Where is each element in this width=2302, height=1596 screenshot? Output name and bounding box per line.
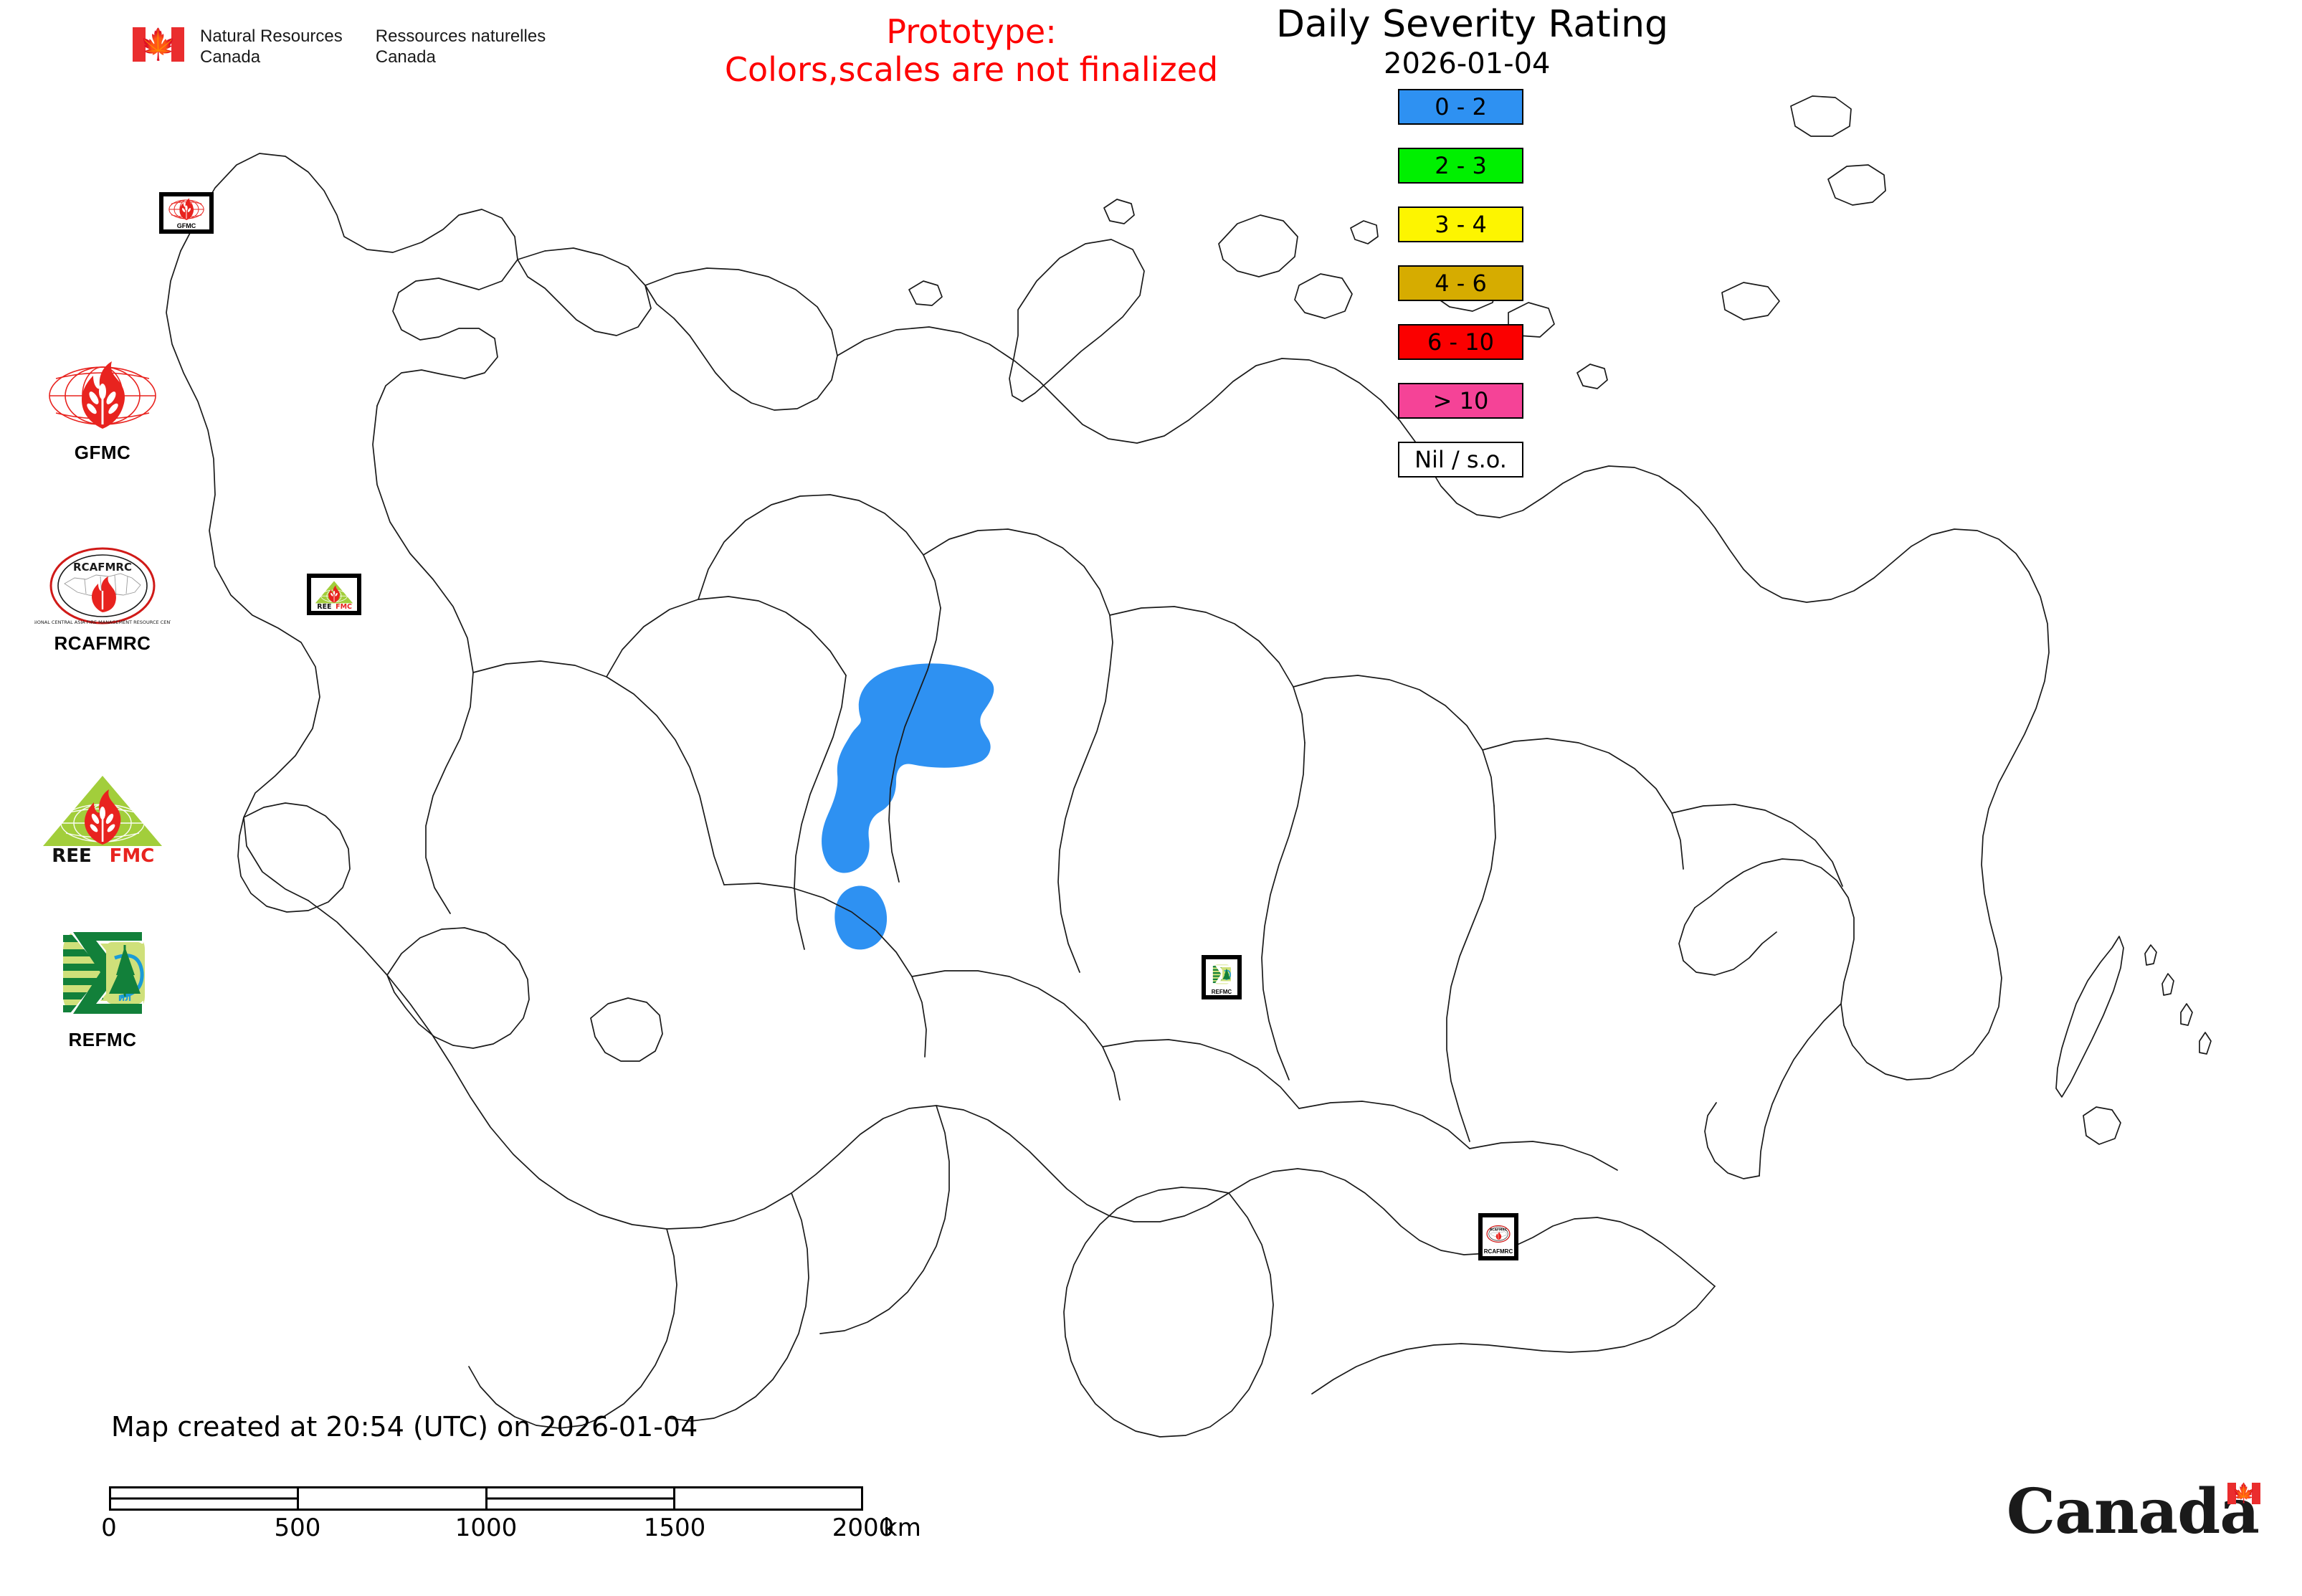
scale-segment-500-1000 [299, 1488, 487, 1509]
map-pin-caption: RCAFMRC [1483, 1248, 1513, 1255]
map-outlines [166, 95, 2212, 1438]
org-logo-caption: RCAFMRC [54, 632, 151, 654]
canada-wordmark-text: Canada [2006, 1476, 2260, 1548]
map-pin-gfmc[interactable]: GFMC [159, 192, 214, 234]
map-pin-caption: REFMC [1211, 988, 1232, 995]
dsr-polygon-north-kazakhstan [834, 885, 888, 950]
scale-segment-1000-1500 [487, 1488, 675, 1509]
org-logo-caption: GFMC [74, 442, 131, 463]
map-pin-rcafmrc[interactable]: RCAFMRC RCAFMRC [1478, 1213, 1518, 1260]
legend-item-6-10[interactable]: 6 - 10 [1398, 324, 1523, 360]
legend-title: Daily Severity Rating [1276, 3, 1669, 46]
scale-tick-1000: 1000 [455, 1514, 518, 1542]
org-logo-caption: REFMC [68, 1029, 137, 1050]
reefmc-triangle-flame-icon: REE FMC [43, 776, 162, 867]
svg-text:RCAFMRC: RCAFMRC [1490, 1227, 1507, 1232]
prototype-warning: Prototype: Colors,scales are not finaliz… [667, 13, 1276, 89]
dsr-class-0-2-layer [822, 663, 994, 950]
org-logo-rcafmrc[interactable]: RCAFMRC REGIONAL CENTRAL ASIA FIRE MANAG… [26, 546, 179, 655]
canada-flag-icon: 🍁 [2227, 1483, 2260, 1504]
legend-item-nil[interactable]: Nil / s.o. [1398, 442, 1523, 478]
legend-item-3-4[interactable]: 3 - 4 [1398, 206, 1523, 242]
reefmc-triangle-flame-icon: REE FMC [315, 581, 353, 610]
canada-flag-icon: 🍁 [133, 27, 184, 62]
svg-text:FMC: FMC [336, 603, 352, 610]
svg-text:REE: REE [317, 603, 331, 610]
map-created-timestamp: Map created at 20:54 (UTC) on 2026-01-04 [111, 1411, 698, 1443]
svg-text:FMC: FMC [110, 845, 155, 865]
scale-bar: 0 500 1000 1500 2000 km [101, 1486, 921, 1544]
legend-item-0-2[interactable]: 0 - 2 [1398, 89, 1523, 125]
refmc-sigma-forest-icon [1212, 964, 1232, 984]
refmc-sigma-forest-icon: ИЛ [63, 929, 145, 1017]
org-logo-refmc[interactable]: ИЛ REFMC [34, 925, 171, 1051]
prototype-line-2: Colors,scales are not finalized [724, 49, 1219, 89]
gfmc-globe-flame-icon [168, 198, 204, 221]
canada-wordmark: Canada 🍁 [2007, 1481, 2260, 1543]
rcafmrc-seal-icon: RCAFMRC REGIONAL CENTRAL ASIA FIRE MANAG… [26, 547, 179, 625]
scale-tick-2000: 2000 [832, 1514, 895, 1542]
org-logo-gfmc[interactable]: GFMC [34, 357, 171, 464]
svg-text:ИЛ: ИЛ [118, 994, 131, 1003]
dsr-polygon-west-siberia [822, 663, 994, 873]
scale-segment-1500-2000 [675, 1488, 861, 1509]
scale-segment-0-500 [111, 1488, 300, 1509]
scale-bar-labels: 0 500 1000 1500 2000 km [101, 1514, 921, 1544]
scale-unit-label: km [883, 1514, 921, 1542]
nrcan-signature: 🍁 Natural Resources Canada Ressources na… [133, 26, 546, 68]
svg-text:REGIONAL CENTRAL ASIA FIRE MAN: REGIONAL CENTRAL ASIA FIRE MANAGEMENT RE… [34, 619, 171, 625]
gfmc-globe-flame-icon [49, 361, 156, 429]
legend-date: 2026-01-04 [1384, 47, 1551, 80]
legend: Daily Severity Rating 2026-01-04 0 - 2 2… [1269, 3, 1713, 478]
scale-tick-500: 500 [274, 1514, 321, 1542]
map-pin-refmc[interactable]: REFMC [1202, 955, 1242, 999]
scale-tick-1500: 1500 [643, 1514, 706, 1542]
svg-text:RCAFMRC: RCAFMRC [73, 561, 132, 574]
org-logo-reefmc[interactable]: REE FMC [34, 771, 171, 868]
svg-text:REE: REE [52, 845, 92, 865]
legend-item-2-3[interactable]: 2 - 3 [1398, 148, 1523, 184]
map-pin-reefmc[interactable]: REE FMC [307, 574, 361, 615]
signature-text-fr: Ressources naturelles Canada [375, 27, 546, 67]
legend-item-gt-10[interactable]: > 10 [1398, 383, 1523, 419]
signature-text-en: Natural Resources Canada [200, 27, 343, 67]
map-pin-caption: GFMC [176, 222, 196, 229]
rcafmrc-seal-icon: RCAFMRC [1486, 1225, 1511, 1243]
legend-item-4-6[interactable]: 4 - 6 [1398, 265, 1523, 301]
scale-tick-0: 0 [101, 1514, 117, 1542]
prototype-line-1: Prototype: [886, 12, 1057, 51]
scale-bar-graphic [109, 1486, 863, 1511]
